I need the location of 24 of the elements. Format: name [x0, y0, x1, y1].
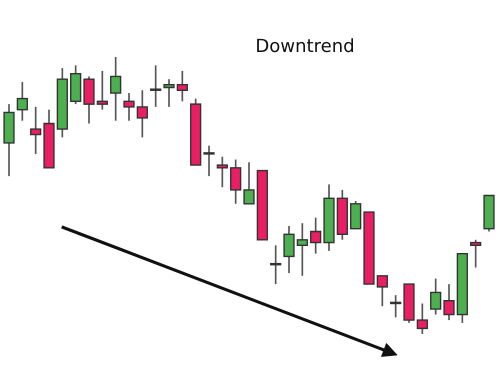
candlestick — [176, 70, 188, 102]
candlestick — [136, 89, 148, 138]
candlestick — [430, 278, 442, 316]
candlestick — [243, 161, 255, 205]
candlestick — [443, 283, 455, 321]
candlestick — [310, 216, 322, 254]
candlestick — [30, 106, 42, 155]
candlestick — [270, 244, 282, 285]
candlestick — [390, 294, 402, 318]
candlestick — [416, 302, 428, 335]
candlestick — [150, 64, 162, 108]
candlestick — [230, 158, 242, 205]
chart-title: Downtrend — [257, 38, 353, 52]
candlestick — [110, 56, 122, 122]
candlestick — [216, 156, 228, 188]
candlestick — [163, 78, 175, 108]
candlestick — [283, 225, 295, 274]
candlestick — [16, 81, 28, 122]
candlestick — [96, 70, 108, 110]
candlestick — [123, 92, 135, 122]
candlestick — [296, 222, 308, 277]
candlestick — [376, 274, 388, 308]
candlestick — [470, 238, 482, 268]
candlestick — [203, 144, 215, 177]
